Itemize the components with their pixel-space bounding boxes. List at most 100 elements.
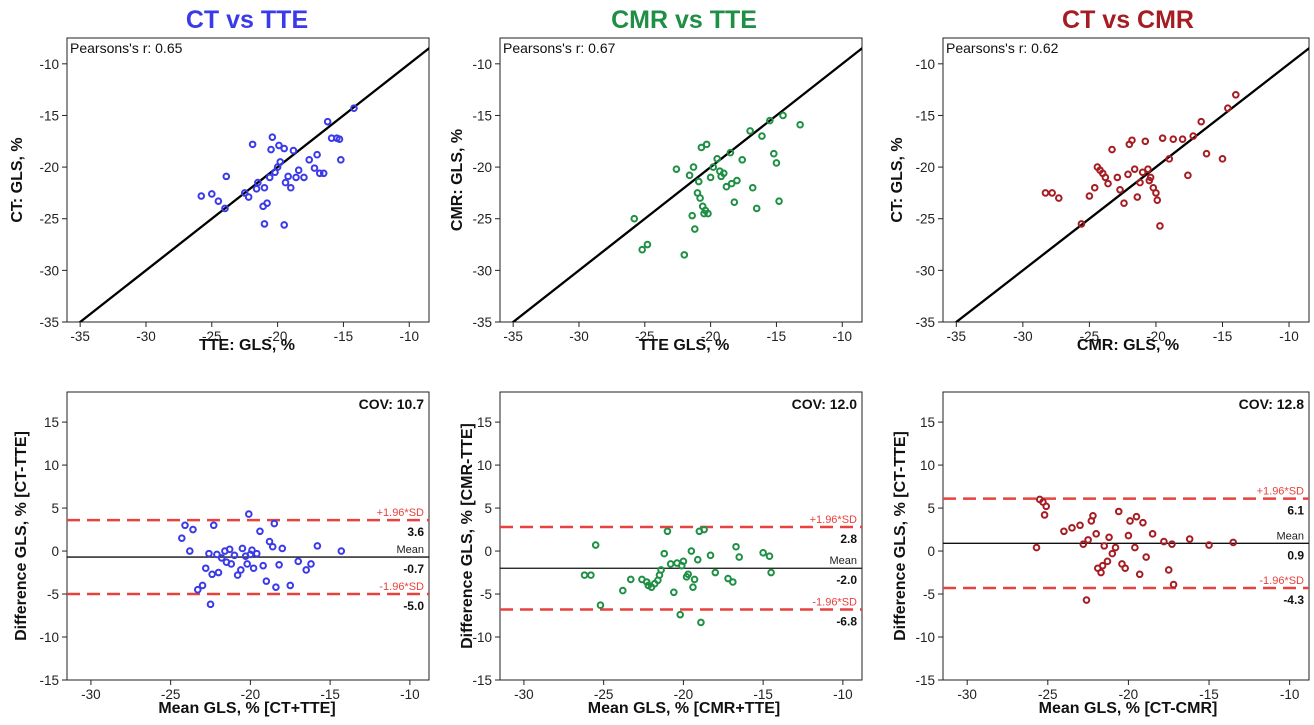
x-tick-label: -10 — [1280, 687, 1300, 702]
mean-value: -0.7 — [403, 562, 424, 576]
data-point — [1130, 165, 1139, 173]
y-tick-label: -35 — [39, 315, 59, 330]
data-point — [208, 190, 216, 198]
lower-limit-value: -6.8 — [836, 615, 857, 629]
data-point — [198, 581, 207, 590]
x-tick-label: -30 — [136, 329, 156, 344]
plot-frame — [499, 391, 863, 681]
data-point — [730, 198, 739, 207]
y-tick-label: 5 — [927, 501, 935, 516]
data-point — [729, 578, 737, 586]
data-point — [706, 173, 715, 182]
data-point — [684, 570, 692, 579]
y-tick-label: -5 — [480, 587, 492, 602]
panel-top-right: CT vs CMR -35 -30 -25 -20 -15 -10 -35 -30 -25 -20 -… — [889, 6, 1310, 354]
x-tick-label: -15 — [334, 329, 354, 344]
data-point — [227, 560, 236, 568]
data-point — [772, 159, 781, 167]
data-point — [696, 194, 704, 202]
data-point — [205, 549, 213, 558]
x-tick-label: -15 — [1213, 329, 1233, 344]
data-point — [1152, 189, 1160, 197]
y-tick-label: -10 — [39, 630, 59, 645]
data-point — [1048, 189, 1056, 197]
y-tick-label: -25 — [39, 212, 59, 227]
y-axis-label: CT: GLS, % — [889, 137, 906, 222]
data-point — [1103, 557, 1112, 566]
data-point — [1135, 570, 1144, 579]
data-point — [727, 179, 736, 188]
data-point — [1169, 135, 1178, 144]
data-point — [260, 183, 269, 192]
lower-limit-label: -1.96*SD — [812, 597, 857, 609]
data-point — [248, 140, 257, 149]
x-tick-label: -30 — [569, 329, 589, 344]
data-point — [1218, 155, 1227, 163]
data-point — [275, 561, 283, 569]
y-tick-label: -30 — [472, 263, 492, 278]
x-tick-label: -25 — [1080, 329, 1100, 344]
data-point — [289, 146, 298, 155]
data-point — [286, 183, 295, 192]
data-point — [1040, 511, 1049, 519]
x-tick-label: -30 — [514, 687, 534, 702]
data-point — [1114, 507, 1123, 516]
cov-label: COV: 12.8 — [1239, 396, 1305, 412]
data-point — [643, 240, 652, 249]
y-tick-label: -15 — [39, 673, 59, 688]
data-point — [268, 133, 277, 141]
y-tick-label: -20 — [915, 160, 935, 175]
data-point — [1144, 165, 1152, 173]
data-point — [1090, 183, 1099, 192]
y-tick-label: 5 — [51, 501, 59, 516]
data-point — [252, 184, 261, 193]
mean-value: 0.9 — [1287, 548, 1304, 562]
data-point — [626, 575, 635, 584]
data-point — [580, 571, 589, 579]
data-point — [230, 551, 239, 560]
panel-top-left: CT vs TTE -35 -30 -25 -20 -15 -10 -35 -30 -25 -20 -… — [9, 6, 430, 354]
x-tick-label: -20 — [241, 687, 261, 702]
data-point — [657, 566, 665, 574]
data-point — [1156, 222, 1164, 230]
data-point — [1168, 540, 1176, 548]
data-point — [243, 560, 252, 568]
x-tick-label: -20 — [1119, 687, 1139, 702]
data-point — [260, 220, 269, 228]
data-point — [666, 560, 675, 568]
data-point — [1041, 189, 1050, 197]
data-point — [660, 549, 669, 558]
x-tick-label: -35 — [70, 329, 90, 344]
x-tick-label: -20 — [1146, 329, 1166, 344]
data-point — [758, 132, 766, 140]
lower-limit-label: -1.96*SD — [1259, 575, 1304, 587]
panel-top-middle: CMR vs TTE -35 -30 -25 -20 -15 -10 -35 -30 -25 -20… — [449, 6, 863, 354]
identity-line — [78, 46, 429, 322]
x-tick-label: -30 — [81, 687, 101, 702]
x-tick-label: -20 — [268, 329, 288, 344]
data-point — [233, 571, 242, 579]
data-point — [1132, 512, 1141, 521]
y-axis-label: Difference GLS, % [CT-TTE] — [892, 431, 909, 641]
x-tick-label: -35 — [947, 329, 967, 344]
data-point — [280, 144, 289, 153]
data-point — [587, 571, 595, 579]
x-tick-label: -30 — [1013, 329, 1033, 344]
x-tick-label: -10 — [1279, 329, 1299, 344]
data-point — [732, 542, 740, 551]
y-tick-label: -20 — [472, 160, 492, 175]
plot-frame — [66, 37, 430, 323]
data-point — [779, 111, 787, 120]
data-point — [252, 549, 261, 558]
x-tick-label: -25 — [202, 329, 222, 344]
data-point — [719, 169, 728, 178]
data-point — [217, 554, 226, 562]
data-point — [315, 169, 324, 178]
data-point — [213, 550, 221, 559]
data-point — [1158, 134, 1167, 142]
data-point — [733, 176, 741, 185]
upper-limit-label: +1.96*SD — [810, 514, 857, 526]
data-point — [689, 163, 698, 171]
data-point — [1097, 568, 1105, 577]
data-point — [1146, 173, 1155, 182]
